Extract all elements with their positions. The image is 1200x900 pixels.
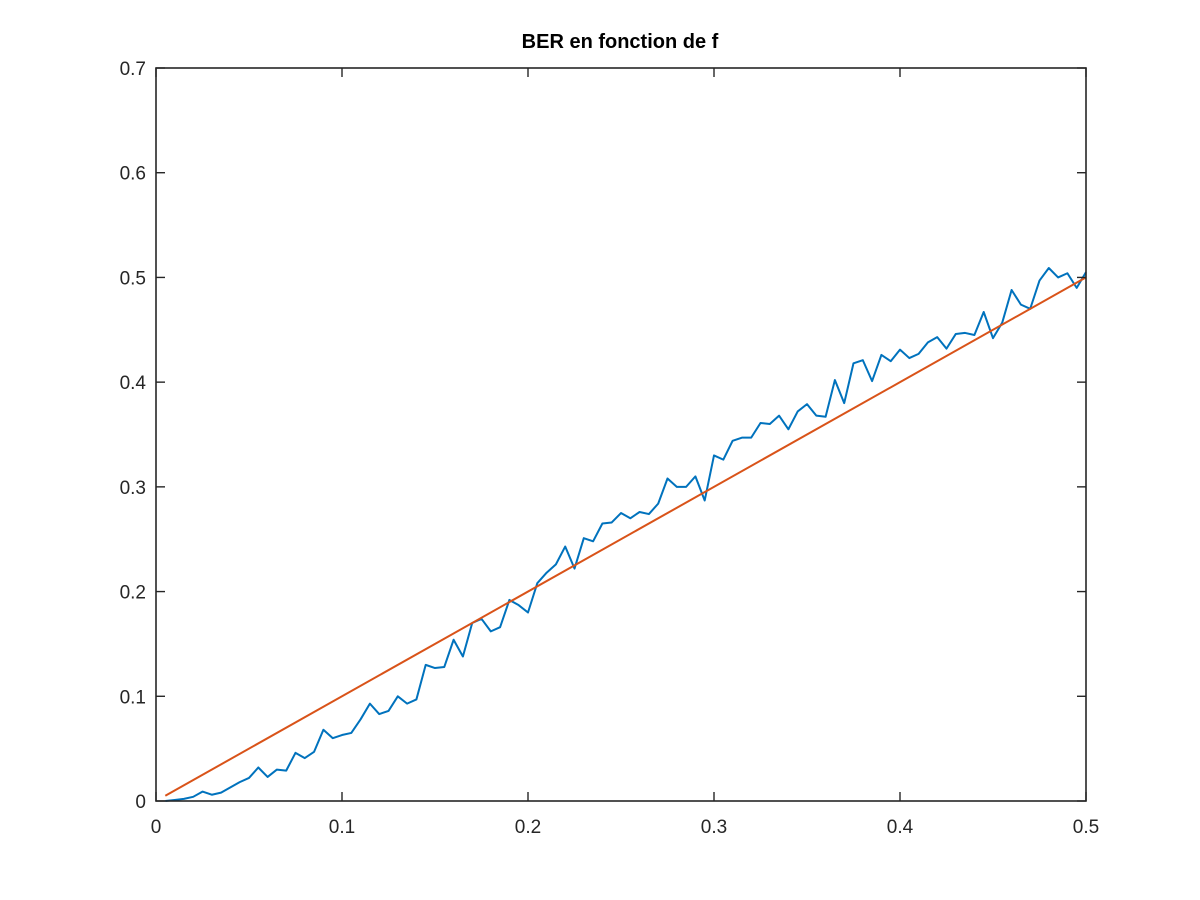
chart-title: BER en fonction de f	[522, 31, 719, 53]
y-tick-label: 0.7	[120, 59, 146, 80]
x-tick-label: 0.5	[1073, 817, 1099, 838]
y-tick-label: 0.3	[120, 478, 146, 499]
series-layer	[164, 267, 1087, 802]
ticks-layer: 0 0.1 0.2 0.3 0.4 0.5 0 0.1 0.2 0.3 0.4 0.5 0.6 0.7	[120, 59, 1100, 838]
axes-box	[155, 67, 1087, 802]
series-line-2	[164, 276, 1087, 797]
x-tick-label: 0.2	[515, 817, 541, 838]
y-tick-label: 0.4	[120, 373, 147, 394]
plot-area	[156, 68, 1086, 801]
y-tick-label: 0.5	[120, 268, 146, 289]
y-tick-label: 0.6	[120, 164, 146, 185]
x-tick-label: 0.1	[329, 817, 355, 838]
y-tick-label: 0.1	[120, 687, 146, 708]
x-tick-label: 0.4	[887, 817, 914, 838]
series-line-1	[165, 267, 1087, 802]
y-tick-label: 0.2	[120, 583, 146, 604]
x-tick-label: 0	[151, 817, 162, 838]
y-tick-label: 0	[135, 792, 146, 813]
x-tick-label: 0.3	[701, 817, 727, 838]
